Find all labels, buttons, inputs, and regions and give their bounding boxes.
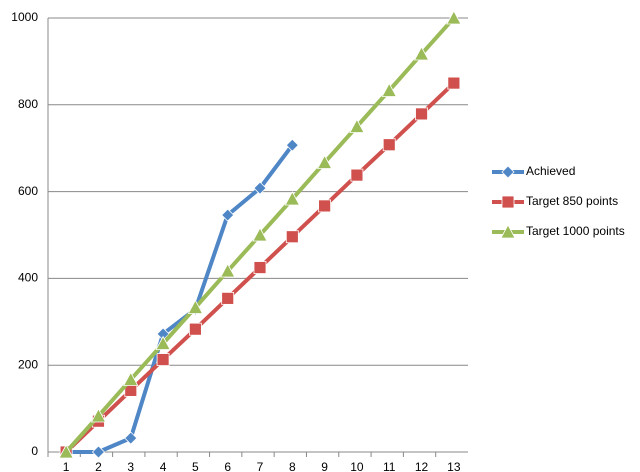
legend-label: Target 1000 points [526,224,625,238]
marker [124,431,138,445]
marker [221,291,235,305]
series-line [66,143,294,454]
marker [501,165,515,179]
marker [501,195,515,209]
marker [284,191,300,206]
marker [155,335,171,350]
x-tick-label: 8 [289,460,296,472]
marker [285,230,299,244]
y-tick-label: 800 [18,97,38,111]
x-tick-label: 6 [224,460,231,472]
marker [91,445,106,459]
marker [285,138,299,152]
marker [253,261,267,274]
y-tick-label: 600 [18,184,38,198]
marker [123,371,139,386]
legend-label: Achieved [526,164,575,178]
marker [413,46,430,61]
x-tick-label: 1 [63,460,70,472]
marker [415,107,428,121]
marker [220,263,236,278]
marker [253,181,267,195]
marker [500,224,516,239]
x-tick-label: 12 [415,460,429,472]
marker [90,408,107,423]
y-tick-label: 1000 [11,10,38,24]
marker [350,168,364,182]
marker [252,227,268,242]
marker [156,353,170,366]
marker [187,299,204,314]
x-tick-label: 10 [350,460,364,472]
marker [221,208,235,222]
legend-label: Target 850 points [526,194,618,208]
x-tick-label: 13 [447,460,461,472]
x-tick-label: 4 [160,460,167,472]
marker [188,322,202,336]
x-tick-label: 7 [257,460,264,472]
marker [446,10,462,25]
marker [58,444,74,459]
x-tick-label: 11 [383,460,396,472]
marker [447,76,461,90]
y-tick-label: 400 [18,271,38,285]
y-tick-label: 200 [18,357,38,371]
marker [349,118,365,133]
marker [382,138,396,152]
marker [316,154,333,169]
x-tick-label: 2 [95,460,102,472]
x-tick-label: 9 [321,460,328,472]
x-tick-label: 3 [127,460,134,472]
x-tick-label: 5 [192,460,199,472]
y-tick-label: 0 [31,444,38,458]
marker [381,82,397,97]
marker [318,199,332,213]
